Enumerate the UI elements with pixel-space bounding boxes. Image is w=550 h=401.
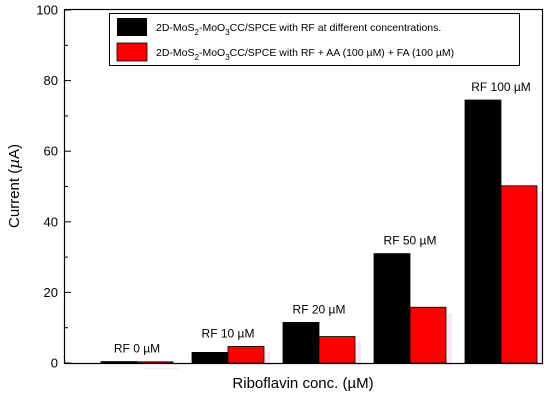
x-axis-title: Riboflavin conc. (µM) (232, 375, 373, 392)
plot-frame (63, 8, 544, 365)
y-tick-label: 40 (44, 214, 58, 229)
legend-swatch-black (117, 18, 147, 36)
category-label: RF 0 µM (114, 342, 160, 356)
y-tick-label: 100 (36, 3, 58, 18)
legend-swatch-red (116, 42, 148, 62)
bar-red (136, 361, 174, 364)
bar-shadow (143, 367, 179, 369)
bar-red (227, 346, 265, 364)
category-label: RF 50 µM (384, 234, 437, 248)
bar-black (191, 352, 229, 364)
y-tick-label: 0 (51, 356, 58, 371)
bar-red (409, 306, 447, 364)
y-axis-title: Current (µA) (5, 144, 23, 228)
y-tick-label: 80 (44, 73, 58, 88)
legend-entry-2: 2D-MoS2-MoO3CC/SPCE with RF + AA (100 µM… (156, 47, 454, 62)
category-label: RF 100 µM (471, 80, 531, 94)
category-label: RF 20 µM (293, 302, 346, 316)
y-tick-label: 20 (44, 285, 58, 300)
legend-box (109, 13, 520, 66)
chart-marks (100, 99, 543, 369)
bar-black (282, 322, 320, 364)
bar-black (464, 99, 502, 364)
bar-black (100, 361, 138, 364)
y-axis: 0 20 40 60 80 100 (36, 3, 71, 371)
bar-black (373, 253, 411, 364)
y-tick-label: 60 (44, 144, 58, 159)
legend-entry-1: 2D-MoS2-MoO3CC/SPCE with RF at different… (156, 22, 441, 37)
bar-red (318, 336, 356, 364)
category-label: RF 10 µM (202, 326, 255, 340)
bar-category-labels: RF 0 µM RF 10 µM RF 20 µM RF 50 µM RF 100 µM (114, 80, 531, 356)
legend: 2D-MoS2-MoO3CC/SPCE with RF at different… (109, 13, 520, 66)
bar-red (500, 185, 538, 364)
